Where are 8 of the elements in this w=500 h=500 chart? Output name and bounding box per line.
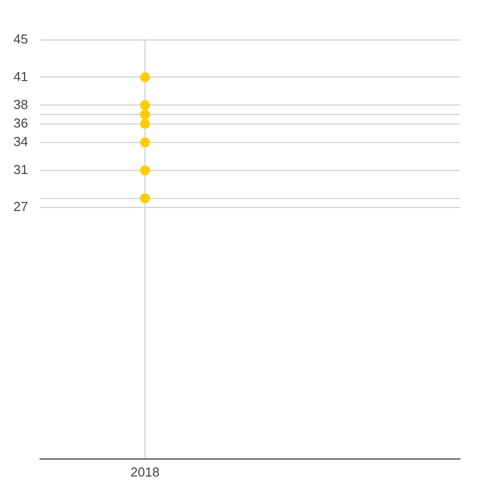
y-tick-label: 45 <box>14 32 28 47</box>
x-tick-label: 2018 <box>130 464 160 480</box>
y-tick-label: 27 <box>14 199 28 214</box>
y-tick-label: 38 <box>14 96 28 112</box>
y-tick-label: 36 <box>14 115 28 130</box>
y-tick-label: 41 <box>14 68 28 84</box>
y-tick-label: 31 <box>14 162 28 177</box>
y-tick-label: 34 <box>14 134 28 149</box>
